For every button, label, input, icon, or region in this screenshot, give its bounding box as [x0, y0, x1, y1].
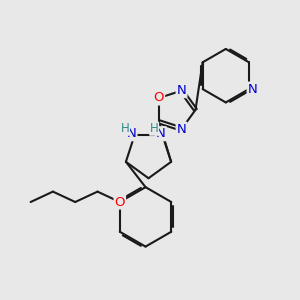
Text: N: N [156, 127, 166, 140]
Text: N: N [177, 123, 186, 136]
Text: H: H [121, 122, 129, 135]
Text: O: O [115, 196, 125, 208]
Text: N: N [127, 127, 136, 140]
Text: N: N [177, 84, 186, 97]
Text: H: H [150, 122, 158, 135]
Text: N: N [248, 82, 257, 96]
Text: O: O [154, 92, 164, 104]
